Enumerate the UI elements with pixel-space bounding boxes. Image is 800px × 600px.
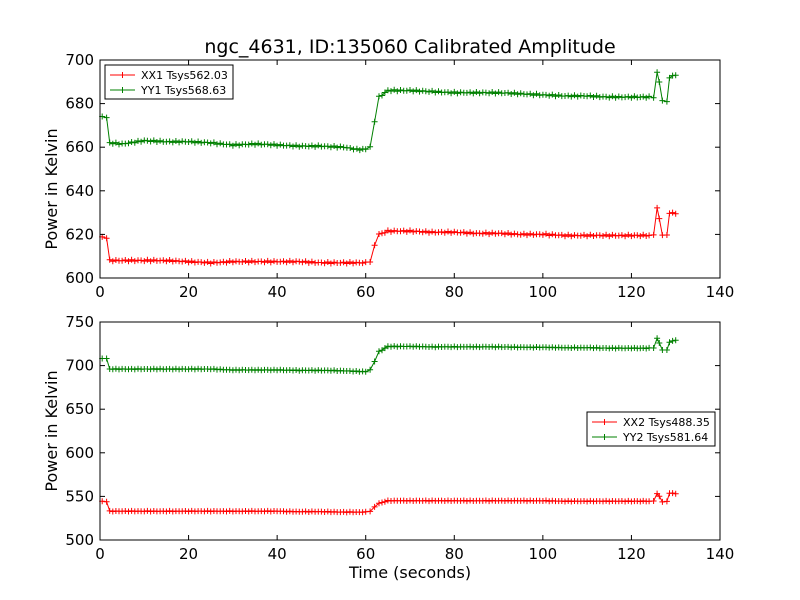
legend: XX1 Tsys562.03 YY1 Tsys568.63 xyxy=(104,64,234,100)
x-tick-label: 40 xyxy=(268,545,287,563)
legend-marker xyxy=(119,72,126,78)
y-tick-label: 680 xyxy=(65,95,94,113)
series-markers xyxy=(99,69,679,154)
series-xx1 xyxy=(99,204,679,267)
series-yy1 xyxy=(99,69,679,154)
series-yy2 xyxy=(99,335,679,375)
series-markers xyxy=(99,204,679,267)
y-tick-label: 660 xyxy=(65,138,94,156)
legend-label: XX2 Tsys488.35 xyxy=(623,416,710,429)
top-y-axis-label: Power in Kelvin xyxy=(42,128,61,249)
subplot-1: 0 20 40 60 80 100 120 140 600 620 640 660 680 700 XX1 … xyxy=(65,51,734,301)
y-tick-label: 620 xyxy=(65,225,94,243)
legend-box xyxy=(586,411,716,447)
legend-box xyxy=(104,64,234,100)
bottom-y-axis-label: Power in Kelvin xyxy=(42,370,61,491)
legend-label: YY2 Tsys581.64 xyxy=(622,431,708,444)
x-tick-label: 140 xyxy=(706,545,735,563)
x-tick-label: 0 xyxy=(95,283,105,301)
legend: XX2 Tsys488.35 YY2 Tsys581.64 xyxy=(586,411,716,447)
x-tick-label: 100 xyxy=(529,545,558,563)
y-tick-label: 700 xyxy=(65,357,94,375)
chart-title: ngc_4631, ID:135060 Calibrated Amplitude xyxy=(204,36,615,58)
x-tick-label: 20 xyxy=(179,283,198,301)
y-tick-label: 750 xyxy=(65,313,94,331)
x-tick-label: 100 xyxy=(529,283,558,301)
legend-marker xyxy=(601,434,608,440)
subplot-2: 0 20 40 60 80 100 120 140 500 550 600 650 700 750 XX2 … xyxy=(65,313,734,563)
x-axis-label: Time (seconds) xyxy=(348,563,471,582)
y-tick-label: 700 xyxy=(65,51,94,69)
y-tick-label: 650 xyxy=(65,400,94,418)
x-tick-label: 60 xyxy=(356,283,375,301)
x-tick-label: 120 xyxy=(617,545,646,563)
y-tick-label: 640 xyxy=(65,182,94,200)
series-xx2 xyxy=(99,490,679,516)
y-tick-label: 600 xyxy=(65,444,94,462)
series-markers xyxy=(99,490,679,516)
axes-frame xyxy=(99,59,721,279)
y-tick-label: 550 xyxy=(65,487,94,505)
x-tick-label: 0 xyxy=(95,545,105,563)
x-tick-label: 140 xyxy=(706,283,735,301)
x-tick-label: 60 xyxy=(356,545,375,563)
axes-frame xyxy=(99,321,721,541)
legend-marker xyxy=(601,419,608,425)
y-tick-label: 600 xyxy=(65,269,94,287)
legend-marker xyxy=(119,87,126,93)
x-tick-label: 40 xyxy=(268,283,287,301)
legend-label: YY1 Tsys568.63 xyxy=(140,84,226,97)
legend-label: XX1 Tsys562.03 xyxy=(141,69,228,82)
x-tick-label: 20 xyxy=(179,545,198,563)
y-tick-label: 500 xyxy=(65,531,94,549)
x-tick-label: 80 xyxy=(445,545,464,563)
x-tick-label: 80 xyxy=(445,283,464,301)
x-tick-label: 120 xyxy=(617,283,646,301)
series-markers xyxy=(99,335,679,375)
plots-group: 0 20 40 60 80 100 120 140600620640660680700XX1 … xyxy=(65,51,734,563)
